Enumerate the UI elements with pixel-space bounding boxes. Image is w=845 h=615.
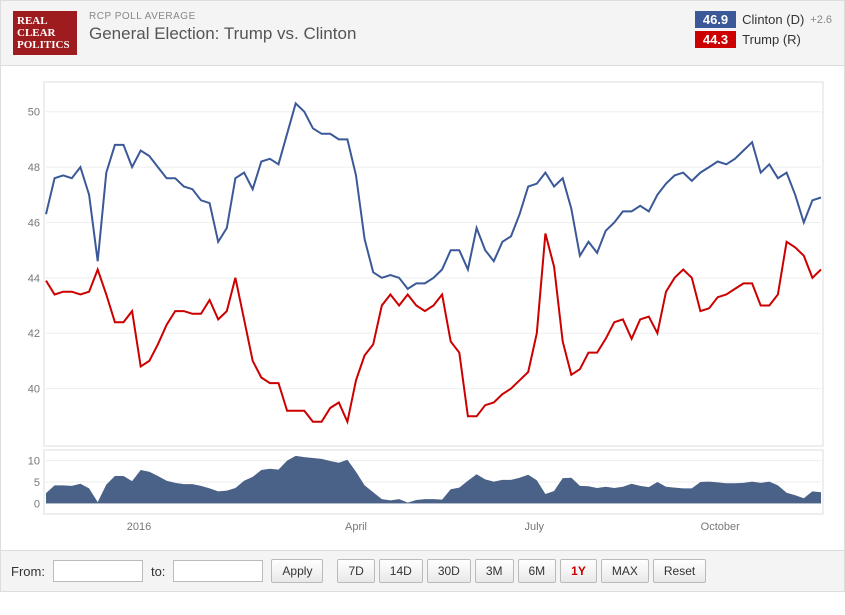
svg-text:46: 46: [28, 217, 40, 229]
range-button-1y[interactable]: 1Y: [560, 559, 597, 583]
title-block: RCP POLL AVERAGE General Election: Trump…: [89, 11, 695, 44]
chart-container: 40 42 44 46 48 50 0 5 10 2016 April July October: [0, 66, 845, 551]
svg-text:July: July: [524, 521, 544, 533]
range-group: 7D14D30D3M6M1YMAXReset: [337, 559, 706, 583]
apply-button[interactable]: Apply: [271, 559, 323, 583]
range-button-14d[interactable]: 14D: [379, 559, 423, 583]
to-input[interactable]: [173, 560, 263, 582]
svg-text:10: 10: [28, 456, 40, 468]
range-button-reset[interactable]: Reset: [653, 559, 706, 583]
controls-bar: From: to: Apply 7D14D30D3M6M1YMAXReset: [0, 551, 845, 592]
legend-value: 46.9: [695, 11, 736, 28]
legend-row: 44.3 Trump (R): [695, 31, 832, 48]
from-input[interactable]: [53, 560, 143, 582]
svg-text:2016: 2016: [127, 521, 151, 533]
range-button-max[interactable]: MAX: [601, 559, 649, 583]
svg-text:48: 48: [28, 162, 40, 174]
range-button-3m[interactable]: 3M: [475, 559, 514, 583]
range-button-30d[interactable]: 30D: [427, 559, 471, 583]
legend-value: 44.3: [695, 31, 736, 48]
svg-text:44: 44: [28, 273, 40, 285]
legend-name: Clinton (D): [742, 12, 804, 27]
svg-text:0: 0: [34, 498, 40, 510]
legend: 46.9 Clinton (D) +2.6 44.3 Trump (R): [695, 11, 832, 48]
range-button-6m[interactable]: 6M: [518, 559, 557, 583]
svg-text:5: 5: [34, 477, 40, 489]
range-button-7d[interactable]: 7D: [337, 559, 374, 583]
poll-subtitle: RCP POLL AVERAGE: [89, 11, 695, 22]
svg-text:40: 40: [28, 384, 40, 396]
svg-text:50: 50: [28, 107, 40, 119]
svg-text:April: April: [345, 521, 367, 533]
poll-chart: 40 42 44 46 48 50 0 5 10 2016 April July October: [11, 74, 831, 544]
svg-text:42: 42: [28, 328, 40, 340]
svg-text:October: October: [701, 521, 740, 533]
from-label: From:: [11, 564, 45, 579]
poll-title: General Election: Trump vs. Clinton: [89, 24, 695, 44]
legend-delta: +2.6: [810, 14, 832, 26]
legend-name: Trump (R): [742, 32, 801, 47]
rcp-logo: REAL CLEAR POLITICS: [13, 11, 77, 55]
to-label: to:: [151, 564, 165, 579]
header-bar: REAL CLEAR POLITICS RCP POLL AVERAGE Gen…: [0, 0, 845, 66]
legend-row: 46.9 Clinton (D) +2.6: [695, 11, 832, 28]
